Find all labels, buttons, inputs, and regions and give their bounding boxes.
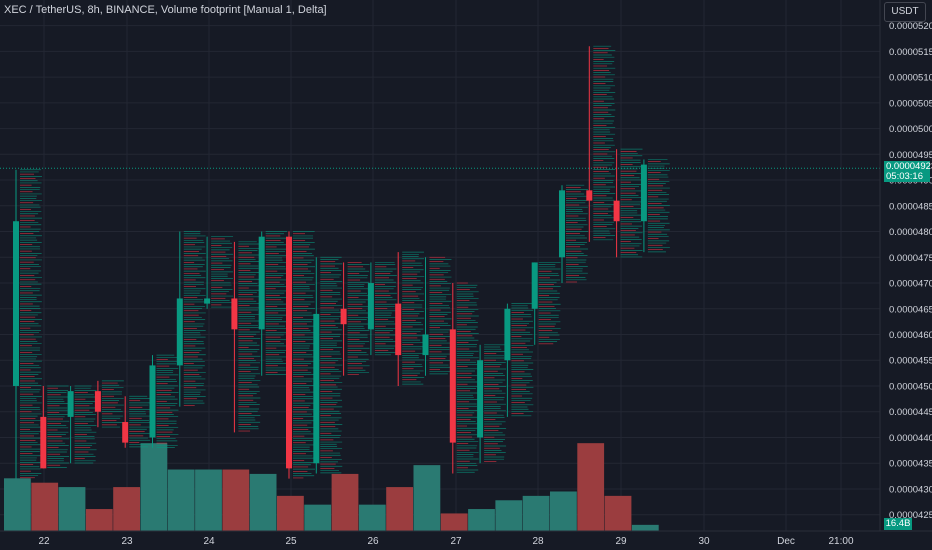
price-tick-label: 0.00005200: [889, 21, 932, 32]
volume-bar: [304, 504, 332, 531]
volume-bar: [413, 465, 441, 531]
countdown-timer: 05:03:16: [886, 171, 923, 182]
time-axis[interactable]: 22 23 24 25 26 27 28 29 30 Dec 21:00: [0, 530, 932, 547]
candle-body: [149, 365, 156, 438]
volume-bar: [522, 495, 550, 531]
candle-body: [340, 308, 347, 325]
candle-body: [204, 298, 211, 304]
volume-bar: [85, 509, 113, 531]
last-price-badge: 0.00004923 05:03:16: [884, 161, 932, 182]
volume-bar: [167, 469, 195, 531]
candle-body: [477, 360, 484, 438]
volume-bar: [440, 513, 468, 531]
last-price-value: 0.00004923: [886, 161, 932, 172]
candle-body: [258, 236, 265, 330]
volume-bar: [277, 495, 304, 531]
volume-badge: 16.4B: [884, 518, 912, 530]
candle-body: [313, 313, 320, 464]
candle-body: [559, 190, 565, 258]
candle-body: [586, 190, 593, 201]
footprint-levels: [20, 45, 670, 479]
time-tick-label: 29: [615, 536, 627, 547]
volume-bar: [140, 443, 168, 531]
volume-bar: [31, 482, 59, 531]
time-tick-label: 30: [698, 536, 710, 547]
volume-bar: [113, 487, 140, 531]
candle-body: [40, 416, 47, 469]
candle-body: [367, 283, 374, 330]
volume-bar: [386, 487, 413, 531]
volume-bar: [222, 469, 250, 531]
time-tick-label: 28: [532, 536, 544, 547]
candle-body: [395, 303, 402, 356]
volume-bar: [358, 504, 386, 531]
time-tick-label: 22: [38, 536, 50, 547]
volume-bar: [550, 491, 577, 531]
time-tick-label: 25: [285, 536, 297, 547]
volume-bar: [4, 478, 31, 531]
candle-body: [67, 391, 74, 417]
time-tick-label: Dec: [777, 536, 795, 547]
currency-button[interactable]: USDT: [884, 2, 926, 22]
time-tick-label: 27: [450, 536, 462, 547]
candle-body: [504, 308, 511, 361]
candle-body: [613, 200, 620, 222]
candle-body: [94, 391, 101, 412]
candle-body: [286, 236, 292, 469]
candle-body: [422, 334, 429, 356]
volume-bar: [495, 500, 523, 531]
volume-bars: [4, 443, 659, 531]
candle-body: [122, 422, 129, 443]
volume-bar: [468, 509, 495, 531]
volume-bar: [58, 487, 86, 531]
volume-bar: [249, 473, 277, 531]
time-tick-label: 23: [121, 536, 133, 547]
volume-bar: [631, 524, 659, 531]
volume-bar: [604, 495, 632, 531]
time-tick-label: 24: [203, 536, 215, 547]
time-tick-label: 21:00: [828, 536, 853, 547]
candles: [13, 46, 647, 479]
candle-body: [449, 329, 456, 443]
volume-bar: [577, 443, 605, 531]
chart-title: XEC / TetherUS, 8h, BINANCE, Volume foot…: [4, 4, 327, 16]
candle-body: [531, 262, 538, 309]
candle-body: [640, 164, 647, 222]
volume-bar: [195, 469, 222, 531]
candle-body: [176, 298, 183, 366]
volume-bar: [331, 473, 359, 531]
candle-body: [13, 221, 19, 386]
candle-body: [231, 298, 238, 330]
time-tick-label: 26: [367, 536, 379, 547]
